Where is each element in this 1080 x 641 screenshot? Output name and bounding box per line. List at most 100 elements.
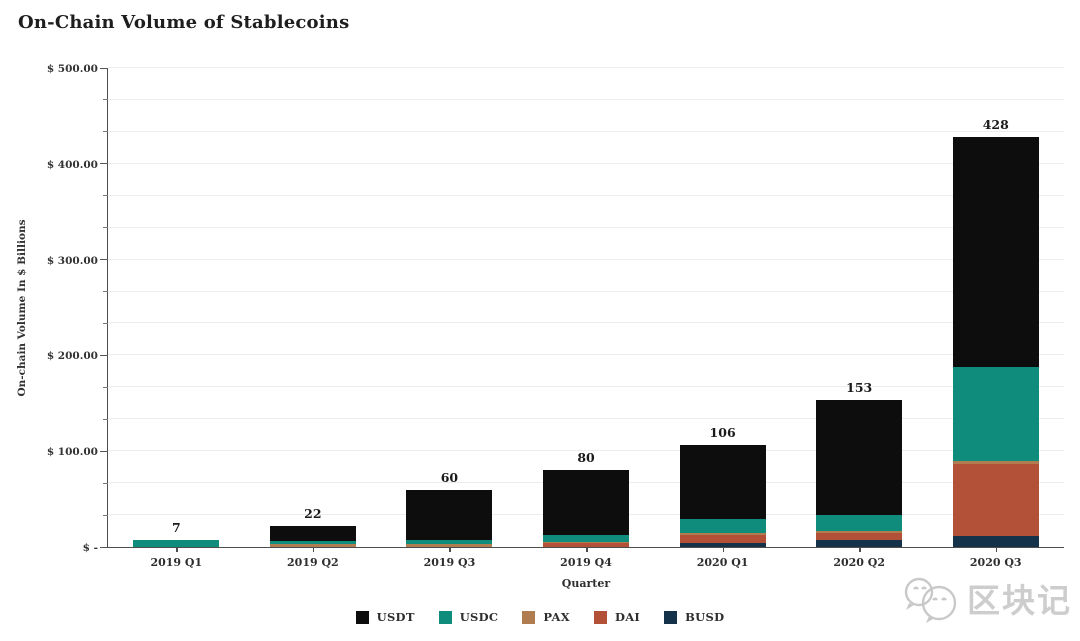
bars-container: 7 2019 Q1 22 2019 Q2 60 2019 Q3 80 2019 Q4 106 20… xyxy=(108,68,1064,569)
bar-total-label: 106 xyxy=(709,425,736,441)
y-major-tick xyxy=(100,546,108,548)
gridline xyxy=(108,194,1064,196)
bar-slot: 22 2019 Q2 xyxy=(245,68,382,569)
gridline xyxy=(108,354,1064,356)
bar-segment-usdc xyxy=(816,515,903,531)
x-tick xyxy=(859,547,861,552)
legend-label: PAX xyxy=(543,610,570,624)
stacked-bar xyxy=(952,137,1039,547)
bar-slot: 7 2019 Q1 xyxy=(108,68,245,569)
legend-item-pax: PAX xyxy=(522,610,570,624)
bar-total-label: 60 xyxy=(440,469,459,485)
bar-total-label: 22 xyxy=(304,505,322,521)
legend-swatch-usdc-icon xyxy=(438,610,452,624)
x-tick-label: 2019 Q4 xyxy=(560,556,612,569)
y-minor-tick xyxy=(103,195,108,197)
y-minor-tick xyxy=(103,386,108,388)
stacked-bar xyxy=(406,489,493,547)
gridline xyxy=(108,162,1064,164)
x-tick xyxy=(449,547,451,552)
gridline xyxy=(108,67,1064,68)
legend-swatch-dai-icon xyxy=(593,610,607,624)
bar-segment-usdc xyxy=(952,366,1039,461)
stacked-bar xyxy=(816,400,903,547)
y-minor-tick xyxy=(103,291,108,293)
bar-slot: 60 2019 Q3 xyxy=(381,68,518,569)
watermark: 区块记 xyxy=(899,572,1072,624)
stacked-bar xyxy=(133,540,220,547)
y-tick-label: $ 200.00 xyxy=(46,350,98,363)
gridline xyxy=(108,290,1064,292)
bar-total-label: 80 xyxy=(577,450,595,466)
y-tick-label: $ 500.00 xyxy=(46,63,98,75)
legend-item-usdt: USDT xyxy=(355,610,415,624)
stacked-bar xyxy=(269,525,356,547)
x-tick-label: 2019 Q3 xyxy=(423,556,476,569)
y-tick-label: $ 100.00 xyxy=(46,446,98,459)
bar-segment-usdc xyxy=(269,541,356,545)
x-tick-label: 2020 Q2 xyxy=(833,556,886,569)
bar-segment-dai xyxy=(816,532,903,541)
bar-segment-usdt xyxy=(269,525,356,542)
gridline xyxy=(108,418,1064,420)
plot-area: On-chain Volume In $ Billions 7 2019 Q1 22… xyxy=(16,63,1064,590)
gridline xyxy=(108,450,1064,452)
legend: USDT USDC PAX DAI BUSD xyxy=(0,610,1080,624)
stacked-bar xyxy=(543,470,630,547)
bar-slot: 428 2020 Q3 xyxy=(927,68,1064,569)
bar-segment-dai xyxy=(543,543,630,547)
chart-title: On-Chain Volume of Stablecoins xyxy=(18,12,350,33)
y-axis-title: On-chain Volume In $ Billions xyxy=(16,218,28,397)
y-tick-label: $ 300.00 xyxy=(46,254,98,267)
x-tick xyxy=(176,547,178,552)
x-tick xyxy=(312,547,315,552)
y-major-tick xyxy=(100,67,108,69)
y-minor-tick xyxy=(103,418,108,420)
bar-segment-pax xyxy=(543,542,630,544)
bar-segment-busd xyxy=(679,543,766,547)
x-tick xyxy=(586,547,588,552)
bar-segment-busd xyxy=(952,535,1039,547)
bar-segment-pax xyxy=(952,460,1039,464)
bar-total-label: 7 xyxy=(171,520,181,536)
bar-segment-busd xyxy=(816,540,903,547)
y-minor-tick xyxy=(103,131,108,133)
y-major-tick xyxy=(100,354,108,356)
bar-segment-usdt xyxy=(406,489,493,541)
stacked-bar xyxy=(679,445,766,547)
y-tick-label: $ 400.00 xyxy=(46,158,98,171)
legend-label: USDC xyxy=(459,610,499,624)
gridline xyxy=(108,386,1064,388)
legend-label: BUSD xyxy=(685,610,725,624)
bar-total-label: 428 xyxy=(982,117,1009,133)
y-minor-tick xyxy=(103,514,108,516)
bar-segment-dai xyxy=(952,463,1039,536)
bar-segment-dai xyxy=(679,534,766,544)
x-tick-label: 2020 Q3 xyxy=(969,556,1022,569)
legend-label: DAI xyxy=(614,610,641,624)
bar-segment-usdc xyxy=(406,540,493,545)
bar-segment-usdt xyxy=(679,445,766,520)
y-minor-tick xyxy=(103,322,108,324)
bar-segment-pax xyxy=(406,544,493,547)
bar-segment-usdc xyxy=(543,534,630,543)
legend-item-usdc: USDC xyxy=(438,610,499,624)
x-tick-label: 2019 Q1 xyxy=(150,556,203,569)
x-tick-label: 2020 Q1 xyxy=(696,556,749,569)
bar-segment-usdc xyxy=(679,519,766,533)
x-axis-title: Quarter xyxy=(561,577,611,590)
bar-slot: 106 2020 Q1 xyxy=(654,68,791,569)
gridline xyxy=(108,98,1064,100)
wechat-chat-bubbles-icon xyxy=(904,577,957,623)
legend-swatch-usdt-icon xyxy=(355,610,369,624)
y-major-tick xyxy=(100,163,108,165)
y-minor-tick xyxy=(103,99,108,101)
x-tick xyxy=(995,547,998,552)
gridline xyxy=(108,226,1064,228)
bar-segment-usdt xyxy=(952,137,1039,367)
x-tick xyxy=(722,547,725,552)
legend-item-dai: DAI xyxy=(593,610,641,624)
legend-swatch-pax-icon xyxy=(522,610,536,624)
y-minor-tick xyxy=(103,482,108,484)
